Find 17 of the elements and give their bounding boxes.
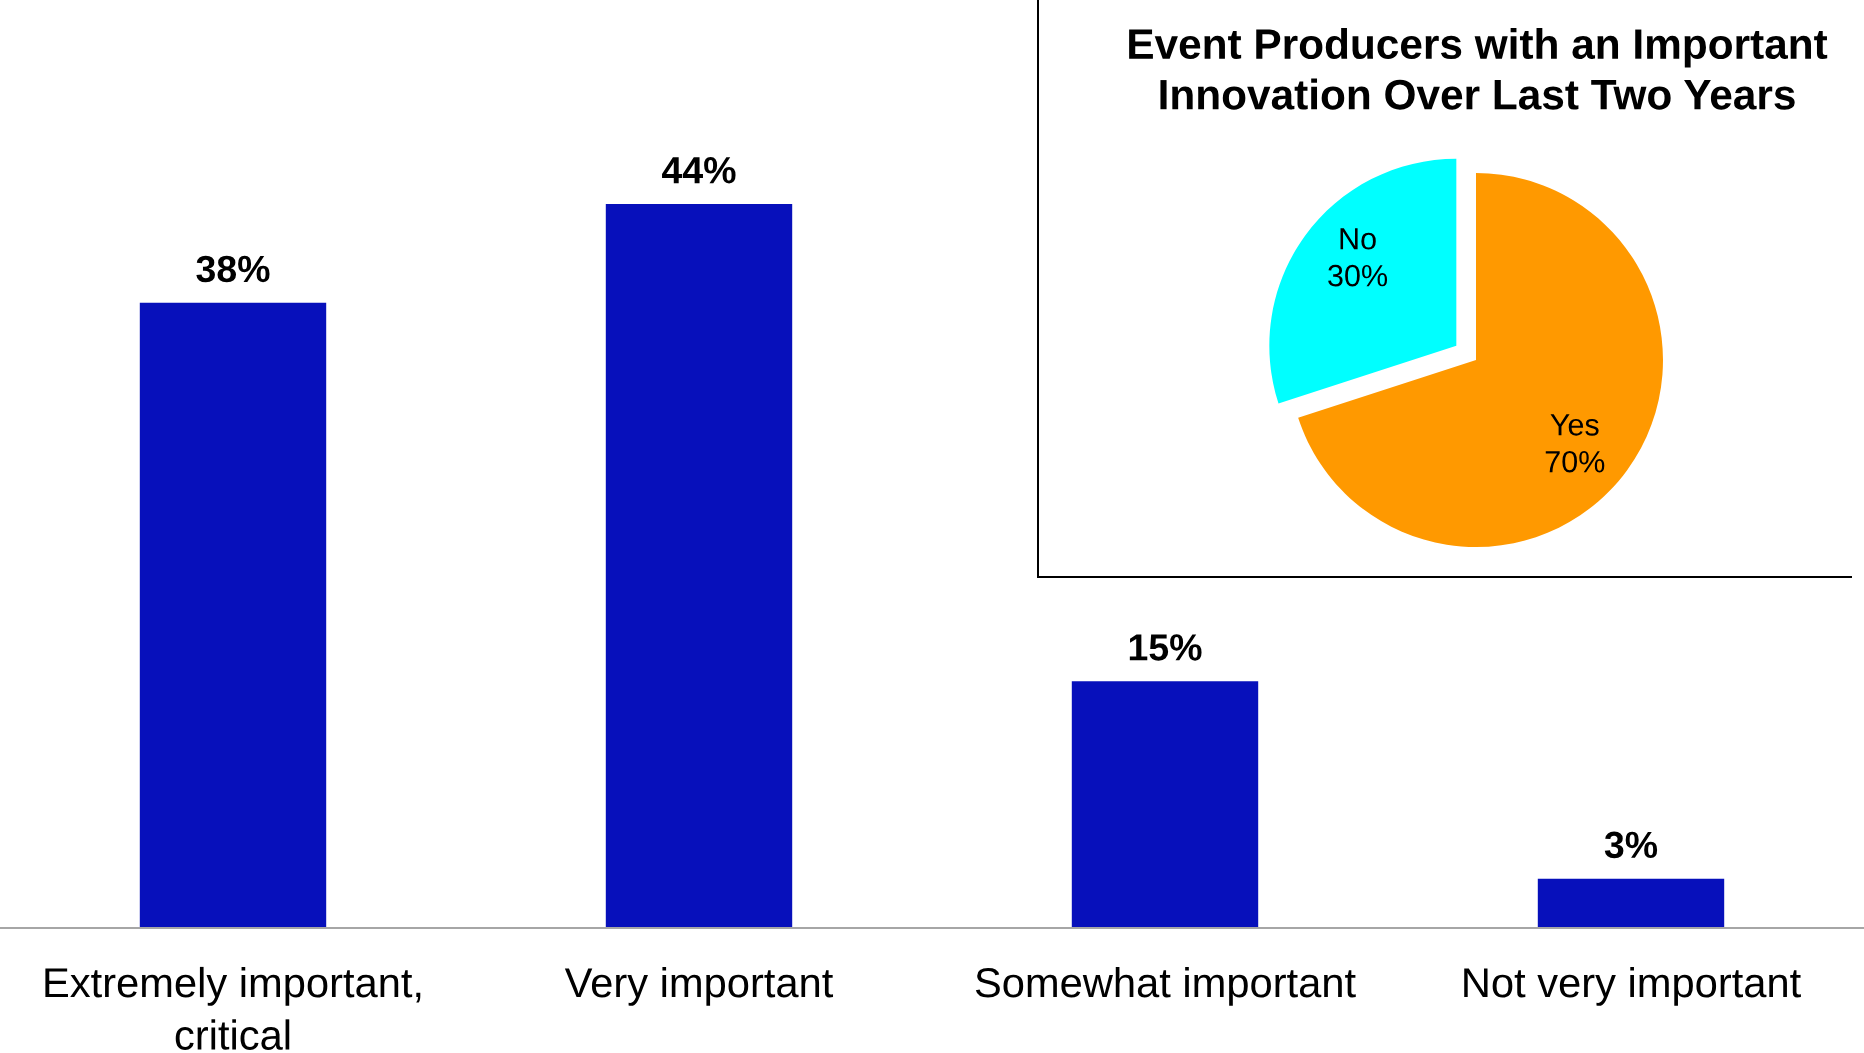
bar <box>1537 878 1725 928</box>
data-label: 30% <box>1328 264 1388 287</box>
x-tick-label: Somewhat important <box>975 966 1356 1006</box>
slice-label: Yes <box>1550 414 1599 436</box>
data-label: 44% <box>662 157 736 184</box>
data-label: 3% <box>1604 831 1658 859</box>
data-label: 70% <box>1545 450 1605 473</box>
x-tick-label: Very important <box>564 966 834 1006</box>
x-tick-label: Extremely important, critical <box>45 966 421 1050</box>
bar <box>1071 681 1259 928</box>
bar <box>605 204 793 928</box>
chart-title: Event Producers with an Important Innovation Over Last Two Years <box>1129 27 1828 110</box>
data-label: 38% <box>196 255 270 283</box>
x-tick-label: Not very important <box>1464 966 1801 1006</box>
data-label: 15% <box>1129 634 1202 661</box>
slice-label: No <box>1340 228 1376 250</box>
bar <box>139 302 327 928</box>
